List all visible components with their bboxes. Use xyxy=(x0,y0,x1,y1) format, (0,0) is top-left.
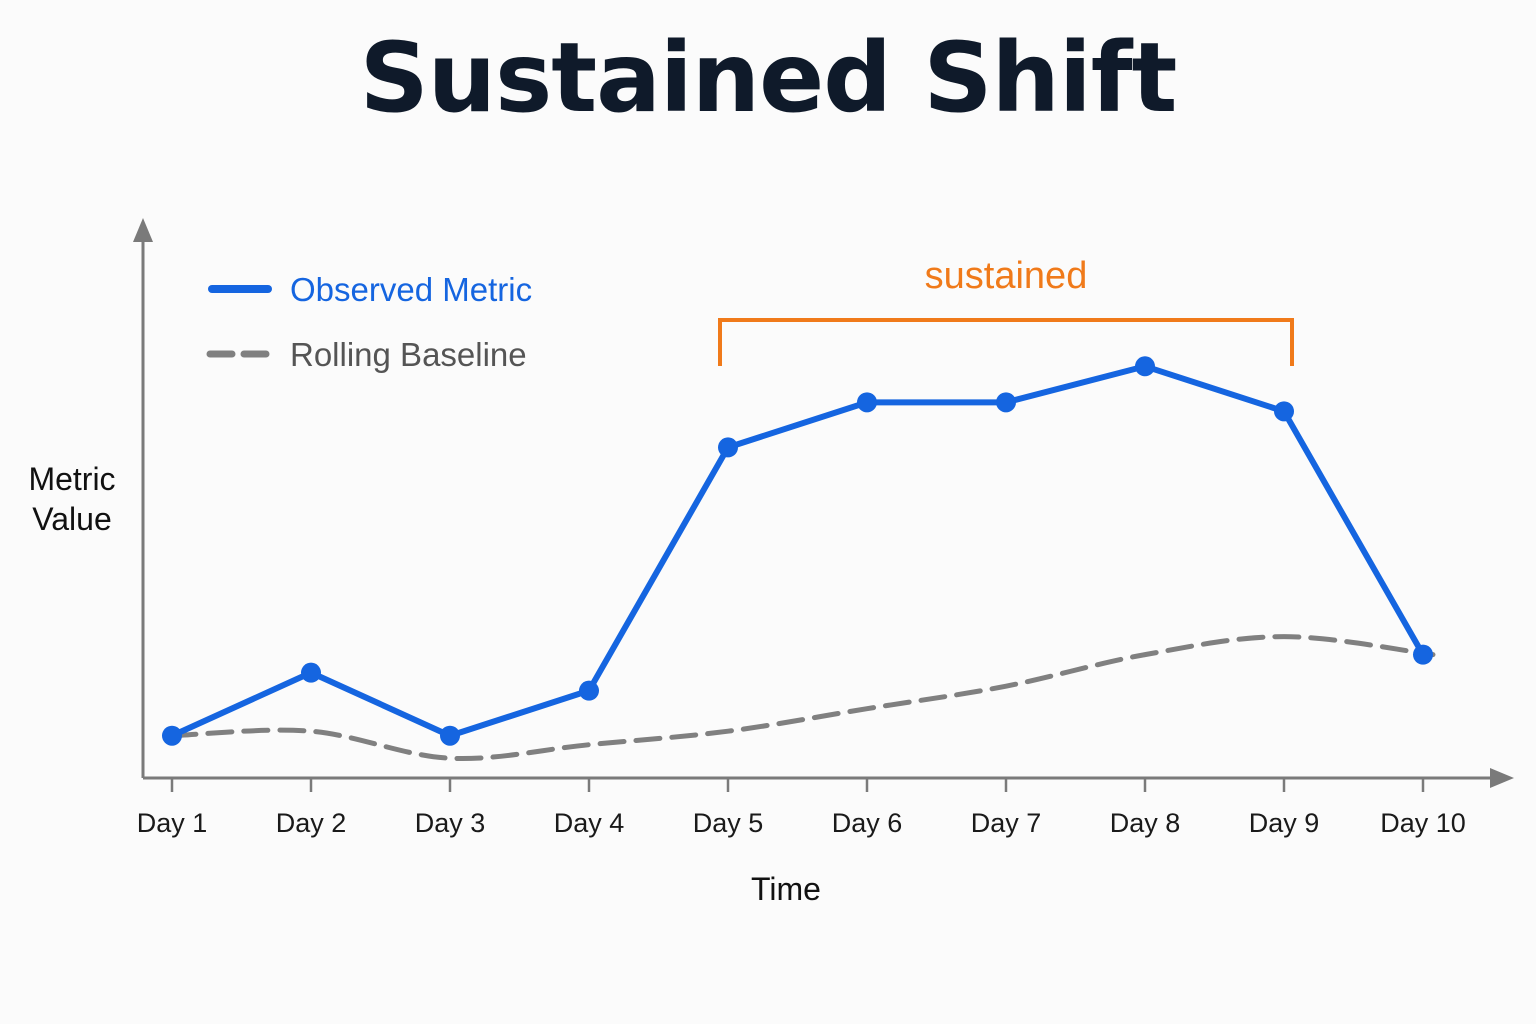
sustained-annotation-label: sustained xyxy=(925,255,1088,297)
legend: Observed Metric Rolling Baseline xyxy=(206,271,532,373)
x-tick-label: Day 5 xyxy=(693,808,764,838)
x-tick-label: Day 10 xyxy=(1380,808,1466,838)
chart-title: Sustained Shift xyxy=(359,22,1178,134)
series-line-rolling-baseline xyxy=(169,634,1436,762)
axes xyxy=(133,218,1514,788)
x-tick-label: Day 1 xyxy=(137,808,208,838)
y-axis-label-line-1: Metric xyxy=(28,461,115,497)
y-axis-arrow xyxy=(133,218,153,242)
series-line-observed-metric xyxy=(170,363,1426,739)
x-tick-label: Day 9 xyxy=(1249,808,1320,838)
x-axis-arrow xyxy=(1490,768,1514,788)
data-point-observed-metric xyxy=(440,725,460,746)
data-point-observed-metric xyxy=(857,392,877,413)
x-tick-label: Day 2 xyxy=(276,808,347,838)
data-point-observed-metric xyxy=(996,392,1016,413)
data-point-observed-metric xyxy=(1135,356,1155,377)
x-tick-label: Day 8 xyxy=(1110,808,1181,838)
x-tick-label: Day 7 xyxy=(971,808,1042,838)
x-tick-label: Day 6 xyxy=(832,808,903,838)
data-point-observed-metric xyxy=(1274,401,1294,422)
data-point-observed-metric xyxy=(579,680,599,701)
tick-labels: Day 1 Day 2 Day 3 Day 4 Day 5 Day 6 Day 7 Day 8… xyxy=(137,778,1466,838)
y-axis-label-line-2: Value xyxy=(32,501,111,537)
data-point-observed-metric xyxy=(301,662,321,683)
sustained-bracket xyxy=(718,318,1294,366)
x-tick-label: Day 4 xyxy=(554,808,625,838)
series-layer xyxy=(162,356,1436,762)
legend-label-observed-metric: Observed Metric xyxy=(290,271,532,308)
data-point-observed-metric xyxy=(1413,644,1433,665)
legend-label-rolling-baseline: Rolling Baseline xyxy=(290,336,527,373)
annotation-layer: sustained xyxy=(718,255,1294,366)
x-tick-label: Day 3 xyxy=(415,808,486,838)
data-point-observed-metric xyxy=(162,725,182,746)
x-axis-label: Time xyxy=(751,871,821,907)
data-point-observed-metric xyxy=(718,437,738,458)
